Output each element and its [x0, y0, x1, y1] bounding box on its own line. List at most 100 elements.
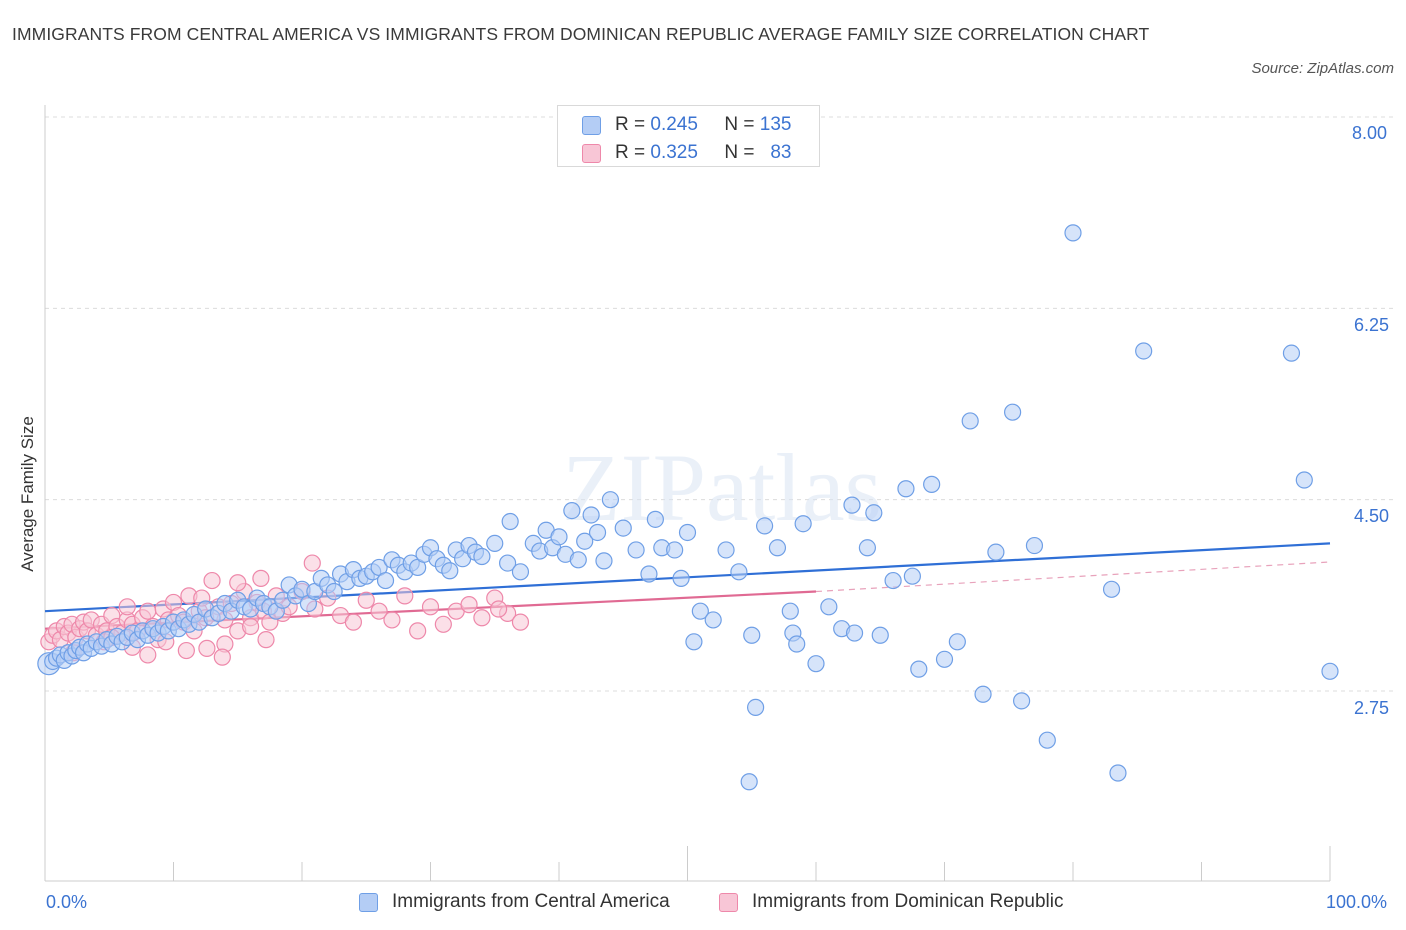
data-point-central-america [858, 539, 877, 557]
data-point-dominican-republic [139, 646, 157, 664]
data-point-dominican-republic [473, 609, 491, 627]
data-point-central-america [704, 611, 722, 629]
data-point-central-america [910, 660, 928, 678]
data-point-dominican-republic [252, 569, 270, 587]
data-point-central-america [486, 534, 504, 553]
data-point-dominican-republic [203, 571, 221, 590]
data-point-central-america [595, 552, 613, 570]
data-point-central-america [614, 519, 632, 537]
data-point-central-america [923, 475, 941, 493]
data-point-dominican-republic [383, 611, 401, 629]
data-point-central-america [325, 582, 343, 601]
data-point-central-america [843, 496, 861, 514]
data-point-central-america [1295, 471, 1313, 489]
legend-r-value: 0.325 [650, 142, 698, 163]
data-point-central-america [1282, 344, 1301, 362]
data-point-central-america [627, 541, 645, 559]
bottom-legend-swatch-blue [359, 892, 378, 912]
y-tick-label-450: 4.50 [1354, 506, 1390, 526]
data-point-central-america [672, 569, 690, 587]
data-point-dominican-republic [490, 600, 508, 618]
data-point-central-america [768, 539, 787, 557]
data-point-central-america [717, 541, 735, 559]
data-point-dominican-republic [460, 596, 478, 614]
data-point-central-america [871, 626, 889, 644]
legend-row-dominican-republic: R = 0.325 N = 83 [582, 142, 791, 164]
legend-n-value: 135 [759, 114, 792, 135]
data-point-central-america [781, 602, 799, 620]
watermark: ZIPatlas [562, 434, 882, 541]
x-tick-label-max: 100.0% [1326, 892, 1388, 912]
data-point-dominican-republic [357, 591, 375, 609]
data-point-dominican-republic [421, 598, 440, 616]
legend-swatch-pink [582, 143, 601, 163]
data-point-central-america [788, 635, 806, 653]
data-point-central-america [588, 523, 607, 542]
data-point-central-america [563, 502, 581, 520]
data-point-central-america [473, 547, 491, 566]
data-point-central-america [807, 655, 825, 673]
data-point-central-america [755, 517, 774, 535]
data-point-central-america [601, 491, 620, 509]
bottom-legend-dominican-republic: Immigrants from Dominican Republic [719, 889, 1064, 915]
series-central-america-points [37, 224, 1339, 791]
bottom-legend-swatch-pink [719, 892, 738, 912]
legend-n-label: N = [724, 142, 755, 163]
data-point-central-america [903, 567, 921, 585]
data-point-central-america [569, 551, 587, 569]
chart-title: IMMIGRANTS FROM CENTRAL AMERICA VS IMMIG… [12, 24, 1150, 44]
data-point-central-america [511, 563, 530, 581]
data-point-central-america [501, 512, 519, 531]
legend-n-value: 83 [770, 142, 792, 163]
data-point-central-america [974, 685, 992, 703]
data-point-dominican-republic [344, 613, 362, 631]
legend-r-label: R = [615, 142, 646, 163]
data-point-central-america [747, 698, 765, 717]
data-point-central-america [1135, 342, 1153, 360]
data-point-central-america [1038, 731, 1056, 749]
data-point-dominican-republic [396, 587, 414, 605]
bottom-legend-central-america: Immigrants from Central America [359, 889, 670, 915]
data-point-central-america [582, 506, 600, 524]
data-point-central-america [730, 563, 748, 581]
data-point-central-america [1064, 224, 1082, 242]
data-point-dominican-republic [242, 617, 260, 636]
data-point-central-america [499, 554, 517, 572]
data-point-central-america [576, 532, 594, 550]
bottom-legend-label: Immigrants from Central America [392, 891, 670, 912]
data-point-central-america [845, 624, 864, 642]
data-point-central-america [1012, 692, 1031, 710]
data-point-central-america [640, 565, 658, 583]
bottom-legend-label: Immigrants from Dominican Republic [752, 891, 1064, 912]
y-axis-title: Average Family Size [18, 416, 37, 572]
correlation-legend: R = 0.245 N = 135 R = 0.325 N = 83 [557, 105, 820, 167]
data-point-dominican-republic [229, 574, 247, 592]
data-point-dominican-republic [177, 641, 195, 660]
data-point-central-america [987, 543, 1005, 561]
y-tick-label-275: 2.75 [1354, 698, 1390, 718]
data-point-central-america [678, 523, 697, 542]
data-point-dominican-republic [257, 631, 275, 649]
data-point-central-america [550, 528, 568, 546]
axes [44, 105, 1331, 882]
data-point-central-america [865, 504, 883, 522]
data-point-central-america [441, 562, 459, 580]
data-point-dominican-republic [370, 602, 388, 620]
data-point-central-america [691, 602, 709, 620]
legend-n-label: N = [724, 114, 755, 135]
data-point-central-america [1102, 580, 1121, 598]
trendline-dominican-republic-extension [815, 561, 1331, 593]
legend-r-label: R = [615, 114, 646, 135]
data-point-dominican-republic [409, 622, 427, 640]
data-point-dominican-republic [511, 613, 530, 631]
data-point-dominican-republic [303, 554, 321, 572]
data-point-dominican-republic [139, 602, 157, 620]
data-point-central-america [743, 626, 761, 644]
data-point-central-america [666, 541, 684, 559]
legend-row-central-america: R = 0.245 N = 135 [582, 114, 791, 136]
legend-swatch-blue [582, 115, 601, 135]
data-point-central-america [1321, 662, 1339, 680]
data-point-central-america [935, 650, 954, 668]
data-point-central-america [685, 633, 703, 651]
